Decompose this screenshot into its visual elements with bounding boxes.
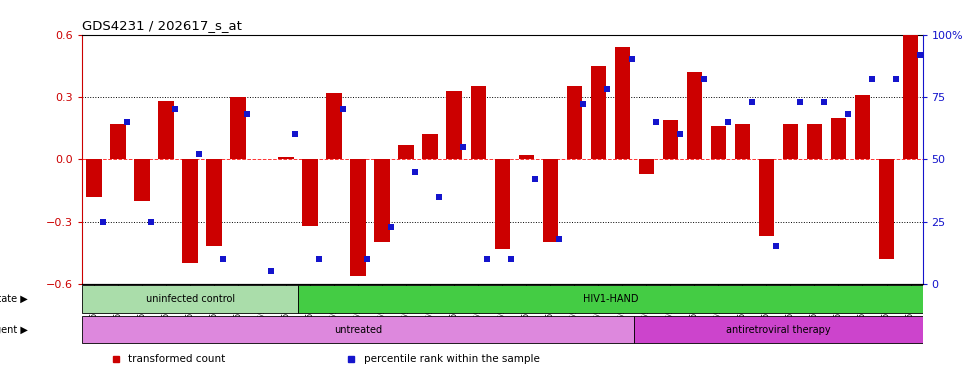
Point [888,76,903,83]
Bar [831,118,846,159]
Bar [183,159,198,263]
Point [96,218,111,225]
Point [288,131,303,137]
Point [120,119,135,125]
Point [864,76,879,83]
Bar [566,86,582,159]
Text: agent ▶: agent ▶ [0,324,27,334]
Point [335,106,351,113]
Text: HIV1-HAND: HIV1-HAND [582,294,639,304]
Point [191,151,207,157]
Point [600,86,615,93]
Bar [590,66,607,159]
Point [816,99,832,105]
Bar [82,285,298,313]
Bar [446,91,462,159]
Bar [422,134,439,159]
Bar [614,47,630,159]
Point [792,99,808,105]
Point [720,119,735,125]
Point [408,169,423,175]
Point [456,144,471,150]
Bar [82,316,635,343]
Bar [86,159,102,197]
Bar [158,101,174,159]
Bar [782,124,798,159]
Text: GDS4231 / 202617_s_at: GDS4231 / 202617_s_at [82,19,242,32]
Bar [734,124,751,159]
Bar [398,145,414,159]
Text: antiretroviral therapy: antiretroviral therapy [726,324,831,334]
Text: transformed count: transformed count [128,354,226,364]
Point [912,51,927,58]
Point [167,106,183,113]
Bar [134,159,150,201]
Point [384,223,399,230]
Point [215,256,231,262]
Bar [110,124,126,159]
Bar [519,155,534,159]
Point [648,119,664,125]
Bar [543,159,558,242]
Bar [902,35,919,159]
Bar [639,159,654,174]
Bar [855,95,870,159]
Point [671,131,687,137]
Bar [663,120,678,159]
Bar [495,159,510,248]
Bar [207,159,222,247]
Bar [302,159,318,226]
Point [503,256,519,262]
Point [624,56,639,63]
Text: untreated: untreated [334,324,383,334]
Point [744,99,759,105]
Bar [687,72,702,159]
Point [312,256,327,262]
Point [576,101,591,108]
Point [264,268,279,275]
Bar [758,159,775,236]
Bar [327,93,342,159]
Text: uninfected control: uninfected control [146,294,235,304]
Bar [711,126,726,159]
Point [144,218,159,225]
Point [480,256,496,262]
Point [359,256,375,262]
Bar [278,157,294,159]
Bar [230,97,246,159]
Text: disease state ▶: disease state ▶ [0,294,27,304]
Point [552,236,567,242]
Point [240,111,255,118]
Bar [807,124,822,159]
Point [696,76,711,83]
Point [527,176,543,182]
Bar [298,285,923,313]
Bar [351,159,366,276]
Bar [470,86,486,159]
Bar [635,316,923,343]
Text: percentile rank within the sample: percentile rank within the sample [363,354,540,364]
Bar [879,159,895,259]
Point [768,243,783,250]
Point [432,194,447,200]
Bar [375,159,390,242]
Point [839,111,855,118]
